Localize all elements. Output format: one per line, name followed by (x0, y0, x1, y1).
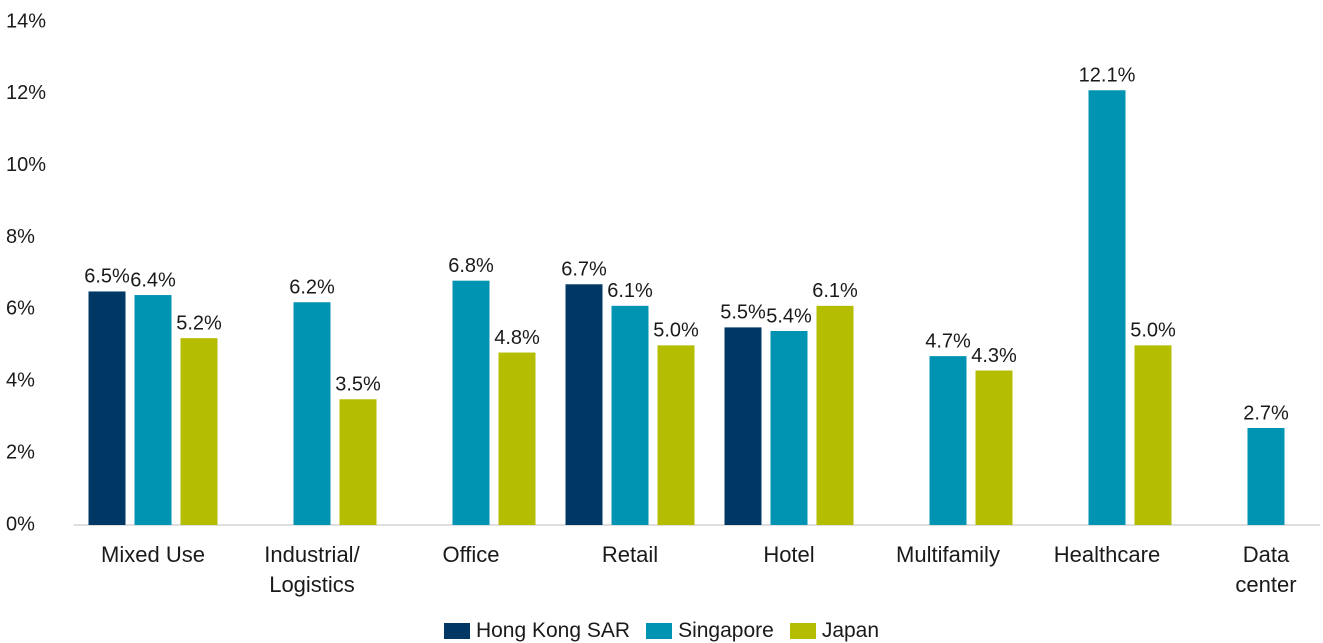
bar (1088, 90, 1126, 525)
bar (611, 305, 649, 525)
data-label: 6.2% (289, 277, 335, 299)
bar (134, 295, 172, 525)
y-tick-label: 8% (6, 226, 35, 248)
bar (339, 399, 377, 525)
x-tick-label: Data center (1235, 542, 1297, 597)
data-label: 6.1% (607, 280, 653, 302)
bar (770, 330, 808, 525)
data-label: 5.0% (653, 320, 699, 342)
x-tick-label: Retail (601, 542, 659, 567)
legend-label: Japan (821, 619, 880, 642)
bar (1247, 427, 1285, 525)
x-tick-label: Office (442, 542, 500, 567)
bar (816, 305, 854, 525)
legend-swatch (789, 623, 816, 639)
bar (724, 327, 762, 525)
y-tick-label: 6% (6, 298, 35, 320)
y-tick-label: 2% (6, 441, 35, 463)
data-label: 5.0% (1130, 320, 1176, 342)
data-label: 5.5% (720, 302, 766, 324)
legend-swatch (443, 623, 470, 639)
bar (1134, 345, 1172, 525)
legend-swatch (646, 623, 673, 639)
x-tick-label: Hotel (763, 542, 815, 567)
data-label: 3.5% (335, 374, 381, 396)
data-label: 4.3% (971, 345, 1017, 367)
data-label: 2.7% (1243, 402, 1289, 424)
data-label: 4.7% (925, 330, 971, 352)
x-tick-label: Healthcare (1053, 542, 1161, 567)
data-label: 6.7% (561, 259, 607, 281)
x-tick-label: Multifamily (896, 542, 1000, 567)
legend: Hong Kong SAR Singapore Japan (0, 619, 1323, 643)
x-tick-label: Industrial/ Logistics (264, 542, 360, 597)
legend-item: Singapore (646, 619, 774, 643)
data-label: 12.1% (1079, 65, 1136, 87)
data-label: 5.4% (766, 305, 812, 327)
y-tick-label: 0% (6, 513, 35, 535)
legend-label: Hong Kong SAR (475, 619, 631, 642)
legend-item: Japan (789, 619, 880, 643)
bar (180, 338, 218, 525)
bar (88, 291, 126, 525)
bar (293, 302, 331, 525)
bar (565, 284, 603, 525)
y-tick-label: 4% (6, 370, 35, 392)
bar (452, 280, 490, 525)
data-label: 6.4% (130, 269, 176, 291)
data-label: 6.5% (84, 266, 130, 288)
bar (975, 370, 1013, 525)
data-label: 6.1% (812, 280, 858, 302)
x-tick-label: Mixed Use (101, 542, 205, 567)
data-label: 5.2% (176, 312, 222, 334)
bar (498, 352, 536, 525)
data-label: 4.8% (494, 327, 540, 349)
bar (657, 345, 695, 525)
data-label: 6.8% (448, 255, 494, 277)
legend-label: Singapore (678, 619, 774, 642)
bar (929, 356, 967, 525)
y-tick-label: 10% (6, 154, 46, 176)
legend-item: Hong Kong SAR (443, 619, 631, 643)
y-tick-label: 12% (6, 82, 46, 104)
y-tick-label: 14% (6, 10, 46, 32)
